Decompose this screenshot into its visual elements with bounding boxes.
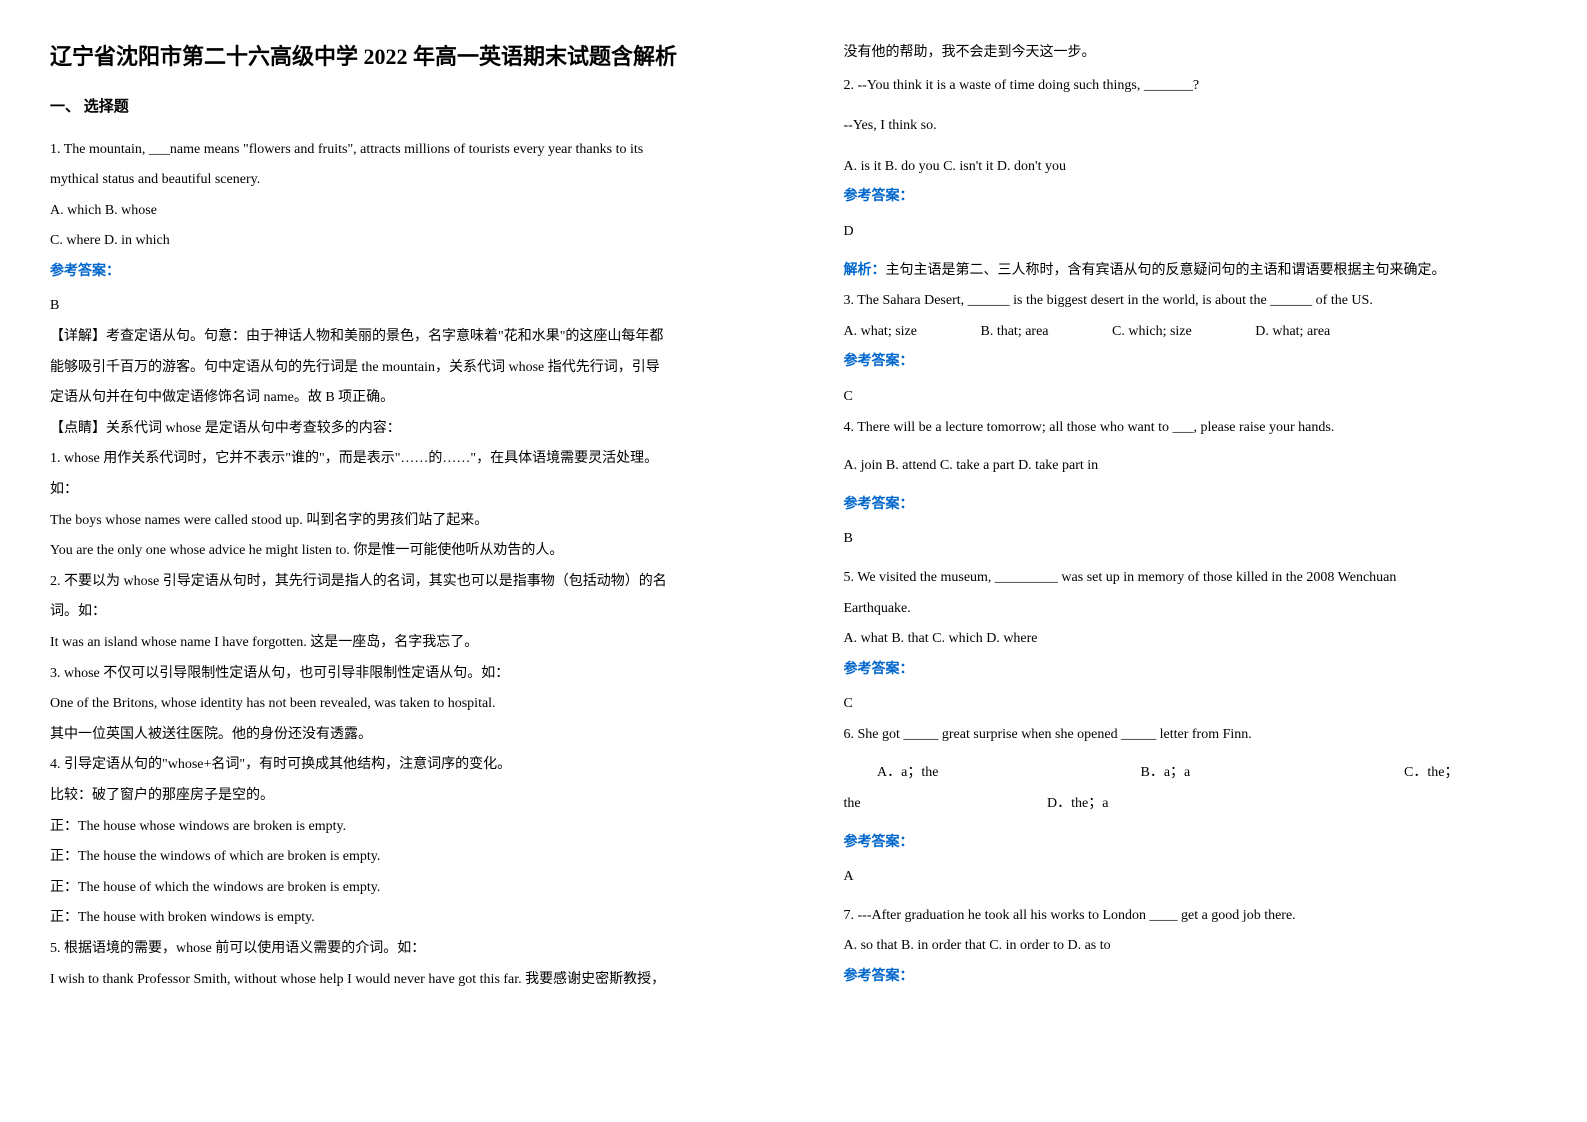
q6-opt-c: C．the； <box>1404 765 1458 780</box>
q1-answer: B <box>50 293 744 320</box>
q1-exp17: 正：The house whose windows are broken is … <box>50 814 744 841</box>
q1-exp20: 正：The house with broken windows is empty… <box>50 905 744 932</box>
q1-exp5: 1. whose 用作关系代词时，它并不表示"谁的"，而是表示"……的……"，在… <box>50 446 744 473</box>
q7-stem: 7. ---After graduation he took all his w… <box>844 903 1538 930</box>
q1-exp18: 正：The house the windows of which are bro… <box>50 844 744 871</box>
q4-stem: 4. There will be a lecture tomorrow; all… <box>844 415 1538 442</box>
q1-exp6: 如： <box>50 477 744 504</box>
q1-exp19: 正：The house of which the windows are bro… <box>50 875 744 902</box>
q2-options: A. is it B. do you C. isn't it D. don't … <box>844 154 1538 181</box>
q3-options: A. what; size B. that; area C. which; si… <box>844 319 1538 346</box>
q1-stem-line1: 1. The mountain, ___name means "flowers … <box>50 137 744 164</box>
analysis-label: 解析： <box>844 263 886 278</box>
q1-cont: 没有他的帮助，我不会走到今天这一步。 <box>844 40 1538 67</box>
right-column: 没有他的帮助，我不会走到今天这一步。 2. --You think it is … <box>794 0 1587 1122</box>
q2-reply: --Yes, I think so. <box>844 113 1538 140</box>
q2-stem: 2. --You think it is a waste of time doi… <box>844 73 1538 100</box>
q1-exp21: 5. 根据语境的需要，whose 前可以使用语义需要的介词。如： <box>50 936 744 963</box>
q6-stem: 6. She got _____ great surprise when she… <box>844 722 1538 749</box>
q5-stem1: 5. We visited the museum, _________ was … <box>844 565 1538 592</box>
q5-answer-label: 参考答案： <box>844 657 1538 684</box>
q1-exp3: 定语从句并在句中做定语修饰名词 name。故 B 项正确。 <box>50 385 744 412</box>
q6-answer: A <box>844 864 1538 891</box>
q6-options-row1: A．a；the B．a；a C．the； <box>844 760 1538 787</box>
q6-opt-b: B．a；a <box>1141 760 1401 787</box>
q3-answer-label: 参考答案： <box>844 349 1538 376</box>
q6-opt-a: A．a；the <box>877 760 1137 787</box>
q1-exp16: 比较：破了窗户的那座房子是空的。 <box>50 783 744 810</box>
q6-opt-d: D．the；a <box>1047 796 1108 811</box>
document-title: 辽宁省沈阳市第二十六高级中学 2022 年高一英语期末试题含解析 <box>50 40 744 73</box>
q7-answer-label: 参考答案： <box>844 964 1538 991</box>
q3-opt-c: C. which; size <box>1112 319 1192 346</box>
q7-options: A. so that B. in order that C. in order … <box>844 933 1538 960</box>
q5-stem2: Earthquake. <box>844 596 1538 623</box>
q1-exp1: 【详解】考查定语从句。句意：由于神话人物和美丽的景色，名字意味着"花和水果"的这… <box>50 324 744 351</box>
q1-exp7: The boys whose names were called stood u… <box>50 508 744 535</box>
q1-exp11: It was an island whose name I have forgo… <box>50 630 744 657</box>
q3-answer: C <box>844 384 1538 411</box>
q4-options: A. join B. attend C. take a part D. take… <box>844 453 1538 480</box>
q1-stem-line2: mythical status and beautiful scenery. <box>50 167 744 194</box>
q1-exp15: 4. 引导定语从句的"whose+名词"，有时可换成其他结构，注意词序的变化。 <box>50 752 744 779</box>
q4-answer: B <box>844 526 1538 553</box>
q3-stem: 3. The Sahara Desert, ______ is the bigg… <box>844 288 1538 315</box>
q3-opt-b: B. that; area <box>980 319 1048 346</box>
q1-exp12: 3. whose 不仅可以引导限制性定语从句，也可引导非限制性定语从句。如： <box>50 661 744 688</box>
document-page: 辽宁省沈阳市第二十六高级中学 2022 年高一英语期末试题含解析 一、 选择题 … <box>0 0 1587 1122</box>
q4-answer-label: 参考答案： <box>844 492 1538 519</box>
q1-exp13: One of the Britons, whose identity has n… <box>50 691 744 718</box>
q1-options-cd: C. where D. in which <box>50 228 744 255</box>
q1-exp10: 词。如： <box>50 599 744 626</box>
q2-answer: D <box>844 219 1538 246</box>
q6-options-row2: the D．the；a <box>844 791 1538 818</box>
q6-opt-c2: the <box>844 791 1044 818</box>
q1-exp4: 【点睛】关系代词 whose 是定语从句中考查较多的内容： <box>50 416 744 443</box>
q1-answer-label: 参考答案： <box>50 259 744 286</box>
q1-exp14: 其中一位英国人被送往医院。他的身份还没有透露。 <box>50 722 744 749</box>
q3-opt-d: D. what; area <box>1255 324 1330 339</box>
left-column: 辽宁省沈阳市第二十六高级中学 2022 年高一英语期末试题含解析 一、 选择题 … <box>0 0 794 1122</box>
section-heading: 一、 选择题 <box>50 93 744 122</box>
q5-options: A. what B. that C. which D. where <box>844 626 1538 653</box>
q2-answer-label: 参考答案： <box>844 184 1538 211</box>
q6-answer-label: 参考答案： <box>844 830 1538 857</box>
q3-opt-a: A. what; size <box>844 319 917 346</box>
analysis-text: 主句主语是第二、三人称时，含有宾语从句的反意疑问句的主语和谓语要根据主句来确定。 <box>886 263 1446 278</box>
q5-answer: C <box>844 691 1538 718</box>
q1-options-ab: A. which B. whose <box>50 198 744 225</box>
q1-exp9: 2. 不要以为 whose 引导定语从句时，其先行词是指人的名词，其实也可以是指… <box>50 569 744 596</box>
q1-exp8: You are the only one whose advice he mig… <box>50 538 744 565</box>
q1-exp22: I wish to thank Professor Smith, without… <box>50 967 744 994</box>
q1-exp2: 能够吸引千百万的游客。句中定语从句的先行词是 the mountain，关系代词… <box>50 355 744 382</box>
q2-analysis: 解析：主句主语是第二、三人称时，含有宾语从句的反意疑问句的主语和谓语要根据主句来… <box>844 258 1538 285</box>
